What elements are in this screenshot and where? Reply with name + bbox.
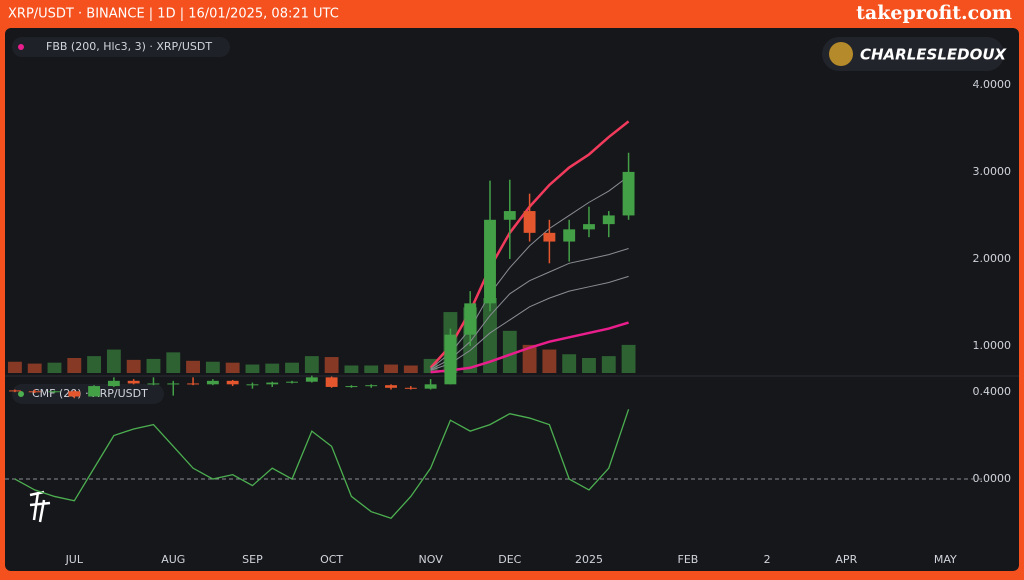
candle-body — [147, 383, 160, 385]
band-line — [430, 248, 629, 370]
volume-bar — [186, 360, 200, 373]
candle-body — [187, 383, 199, 385]
candle-body — [385, 385, 397, 388]
volume-bar — [166, 352, 181, 373]
legend: FBB (200, Hlc3, 3) · XRP/USDT — [46, 40, 212, 53]
volume-bar — [364, 365, 379, 373]
cmf-line — [14, 409, 630, 519]
candle-body — [444, 334, 457, 385]
legend-icon — [18, 44, 24, 50]
legend-pill — [12, 37, 230, 57]
candle-body — [48, 391, 61, 393]
candle-body — [484, 219, 496, 304]
volume-bar — [126, 359, 141, 373]
x-tick-label: FEB — [678, 553, 699, 566]
volume-bar — [47, 362, 62, 373]
volume-bar — [601, 356, 616, 373]
volume-bar — [324, 357, 339, 373]
y-tick-label: 0.4000 — [973, 385, 1012, 398]
volume-bar — [522, 344, 537, 373]
candle-body — [226, 380, 239, 385]
volume-bar — [562, 354, 577, 373]
volume-bar — [265, 363, 280, 373]
candle-body — [503, 211, 516, 220]
candle-body — [523, 211, 536, 233]
candle-body — [563, 229, 576, 242]
candle-body — [365, 385, 378, 387]
candle-body — [325, 377, 338, 387]
candle-body — [286, 381, 298, 383]
volume-bar — [27, 363, 42, 373]
candle-body — [127, 380, 140, 384]
candle-body — [88, 386, 101, 397]
candle-body — [602, 215, 615, 225]
volume-bar — [483, 298, 497, 373]
candle-body — [543, 232, 556, 242]
x-tick-label: APR — [835, 553, 857, 566]
candle-body — [246, 384, 259, 386]
volume-bar — [344, 365, 359, 373]
volume-bar — [225, 362, 240, 373]
y-tick-label: 4.0000 — [973, 78, 1012, 91]
candle-body — [424, 384, 437, 389]
candle-body — [28, 391, 41, 393]
header-title: XRP/USDT · BINANCE | 1D | 16/01/2025, 08… — [8, 7, 339, 22]
candle-body — [464, 303, 477, 335]
volume-bar — [67, 358, 82, 373]
volume-bar — [403, 365, 418, 373]
x-tick-label: 2 — [764, 553, 771, 566]
x-tick-label: DEC — [498, 553, 521, 566]
volume-bar — [582, 358, 596, 373]
volume-bar — [502, 330, 517, 373]
candle-body — [206, 380, 219, 385]
y-tick-label: 3.0000 — [973, 165, 1012, 178]
y-tick-label: 1.0000 — [973, 339, 1012, 352]
x-tick-label: OCT — [320, 553, 343, 566]
volume-bar — [245, 364, 260, 373]
candle-body — [107, 380, 120, 387]
volume-bar — [106, 349, 121, 373]
volume-bar — [205, 361, 220, 373]
legend-icon — [18, 391, 24, 397]
candle-body — [266, 382, 279, 385]
brand[interactable]: takeprofit.com — [856, 2, 1012, 24]
candle-body — [305, 377, 318, 382]
band-line — [430, 175, 629, 370]
x-tick-label: MAY — [934, 553, 957, 566]
volume-bar — [87, 356, 102, 373]
volume-bar — [7, 361, 22, 373]
x-tick-label: SEP — [242, 553, 263, 566]
band-line — [430, 321, 629, 374]
candle-body — [68, 391, 81, 397]
x-tick-label: NOV — [419, 553, 444, 566]
volume-bar — [146, 358, 161, 373]
volume-bar — [304, 356, 319, 373]
candle-body — [583, 224, 595, 230]
x-tick-label: JUL — [65, 553, 84, 566]
y-tick-label: 0.0000 — [973, 472, 1012, 485]
x-tick-label: AUG — [161, 553, 185, 566]
watermark-pill — [822, 37, 1004, 71]
volume-bar — [285, 362, 299, 373]
candle-body — [404, 387, 417, 389]
logo — [29, 490, 51, 523]
x-tick-label: 2025 — [575, 553, 603, 566]
volume-bar — [384, 364, 398, 373]
candle-body — [622, 171, 635, 216]
watermark: CHARLESLEDOUX — [860, 46, 1008, 64]
legend-pill — [12, 384, 164, 404]
volume-bar — [542, 349, 557, 373]
panel — [5, 28, 1019, 571]
y-tick-label: 2.0000 — [973, 252, 1012, 265]
candle-body — [167, 383, 180, 385]
candle-body — [345, 386, 358, 388]
band-line — [430, 275, 629, 371]
candle-body — [8, 390, 21, 392]
avatar — [829, 42, 853, 66]
volume-bar — [621, 344, 636, 373]
